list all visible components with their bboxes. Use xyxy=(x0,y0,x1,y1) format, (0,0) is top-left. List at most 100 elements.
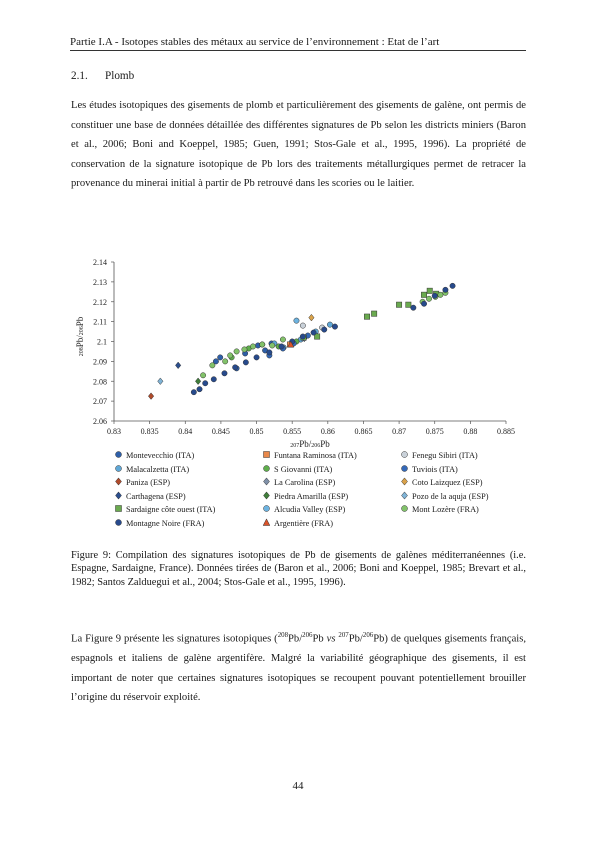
element-symbol: Pb xyxy=(373,633,385,645)
data-point xyxy=(293,317,300,324)
isotope-mass-206: 206 xyxy=(362,632,374,639)
data-point xyxy=(221,370,228,377)
legend-item: Argentière (FRA) xyxy=(262,518,333,528)
figure-caption: Figure 9: Compilation des signatures iso… xyxy=(71,550,526,588)
data-point xyxy=(200,372,207,379)
data-point xyxy=(210,376,217,383)
legend-marker-shape xyxy=(263,451,270,458)
isotope-mass-number: 207 xyxy=(290,443,299,449)
legend-marker xyxy=(401,451,408,458)
y-tick-label: 2.12 xyxy=(93,298,107,307)
data-point xyxy=(250,343,256,350)
isotope-mass-number: 208 xyxy=(79,347,85,356)
section-heading: 2.1. Plomb xyxy=(71,70,134,82)
legend-marker xyxy=(115,505,122,513)
legend-label: Pozo de la aquja (ESP) xyxy=(412,491,489,501)
data-point xyxy=(202,380,209,387)
legend-marker-shape xyxy=(115,505,122,513)
y-tick-label: 2.06 xyxy=(93,417,107,426)
legend-item: Fenegu Sibiri (ITA) xyxy=(400,450,478,460)
x-tick-label: 0.835 xyxy=(141,427,159,436)
data-point xyxy=(227,352,234,359)
data-point xyxy=(212,358,219,365)
legend-marker xyxy=(263,451,270,458)
x-tick-label: 0.885 xyxy=(497,427,515,436)
legend-marker xyxy=(263,491,270,500)
legend-marker-shape xyxy=(401,505,408,513)
legend-item: Coto Laizquez (ESP) xyxy=(400,477,483,487)
axis-label-part: Pb/ xyxy=(299,439,312,449)
x-tick-label: 0.855 xyxy=(283,427,301,436)
legend-marker-shape xyxy=(115,464,122,472)
data-point xyxy=(421,300,427,307)
legend-marker-shape xyxy=(115,477,122,486)
legend-marker xyxy=(401,464,408,472)
y-tick-label: 2.13 xyxy=(93,278,107,287)
legend-label: Alcudia Valley (ESP) xyxy=(274,505,346,515)
legend-label: Coto Laizquez (ESP) xyxy=(412,478,483,488)
data-point xyxy=(437,291,444,298)
legend-item: Sardaigne côte ouest (ITA) xyxy=(114,504,215,514)
isotope-mass-208: 208 xyxy=(277,632,289,639)
x-tick-label: 0.83 xyxy=(107,427,121,436)
isotope-mass-206: 206 xyxy=(302,632,313,639)
element-symbol: Pb xyxy=(312,633,327,645)
data-point xyxy=(410,304,417,311)
legend-item: Paniza (ESP) xyxy=(114,477,170,487)
x-tick-label: 0.845 xyxy=(212,427,230,436)
axis-label-part: Pb xyxy=(75,316,85,326)
legend-marker xyxy=(401,477,408,486)
legend-label: Sardaigne côte ouest (ITA) xyxy=(126,505,216,515)
legend-item: Funtana Raminosa (ITA) xyxy=(262,450,357,460)
legend-label: La Carolina (ESP) xyxy=(274,478,336,488)
legend-item: Tuviois (ITA) xyxy=(400,464,458,474)
legend-label: Montevecchio (ITA) xyxy=(126,451,195,460)
x-tick-label: 0.88 xyxy=(463,427,477,436)
legend-item: Mont Lozère (FRA) xyxy=(400,504,479,514)
data-point xyxy=(426,295,432,302)
legend-marker xyxy=(263,477,270,486)
data-point xyxy=(279,336,286,343)
axis-label-part: Pb/ xyxy=(75,335,85,348)
legend-marker-shape xyxy=(262,518,271,526)
data-point xyxy=(175,361,182,370)
legend-marker-shape xyxy=(401,464,408,472)
data-point xyxy=(241,346,248,353)
paragraph-2-text-end: ) de quelques gisements français, espagn… xyxy=(71,633,526,704)
y-tick-label: 2.1 xyxy=(97,338,107,347)
legend-label: Fenegu Sibiri (ITA) xyxy=(412,451,478,460)
data-point xyxy=(232,364,239,371)
legend-label: Argentière (FRA) xyxy=(274,519,334,528)
legend-item: Montevecchio (ITA) xyxy=(114,450,194,460)
isotope-mass-207: 207 xyxy=(338,632,349,639)
legend-marker-shape xyxy=(263,464,270,472)
x-tick-label: 0.865 xyxy=(354,427,372,436)
legend-marker xyxy=(263,464,270,472)
data-point xyxy=(327,321,333,328)
data-point xyxy=(396,301,403,308)
legend-marker-shape xyxy=(263,491,270,500)
data-point xyxy=(217,354,224,361)
legend-marker xyxy=(115,464,122,472)
y-tick-label: 2.08 xyxy=(93,377,107,386)
data-point xyxy=(196,386,203,393)
legend-marker xyxy=(115,491,122,500)
data-point xyxy=(426,287,433,294)
data-point xyxy=(190,389,197,396)
legend-marker xyxy=(115,519,122,526)
legend-label: Funtana Raminosa (ITA) xyxy=(274,451,357,460)
legend-marker-shape xyxy=(401,451,408,458)
legend-marker-shape xyxy=(115,519,122,526)
x-axis-label: 207Pb/206Pb xyxy=(290,439,330,449)
legend-label: Paniza (ESP) xyxy=(126,478,171,488)
data-point xyxy=(278,343,285,350)
data-point xyxy=(242,359,249,366)
element-symbol: Pb/ xyxy=(288,633,303,645)
isotope-mass-number: 206 xyxy=(311,443,320,449)
paragraph-2-text-start: La Figure 9 présente les signatures isot… xyxy=(71,633,278,645)
legend-marker-shape xyxy=(401,491,408,500)
data-point xyxy=(449,282,456,289)
x-tick-label: 0.86 xyxy=(321,427,335,436)
data-point xyxy=(233,348,240,355)
data-point xyxy=(209,362,216,369)
